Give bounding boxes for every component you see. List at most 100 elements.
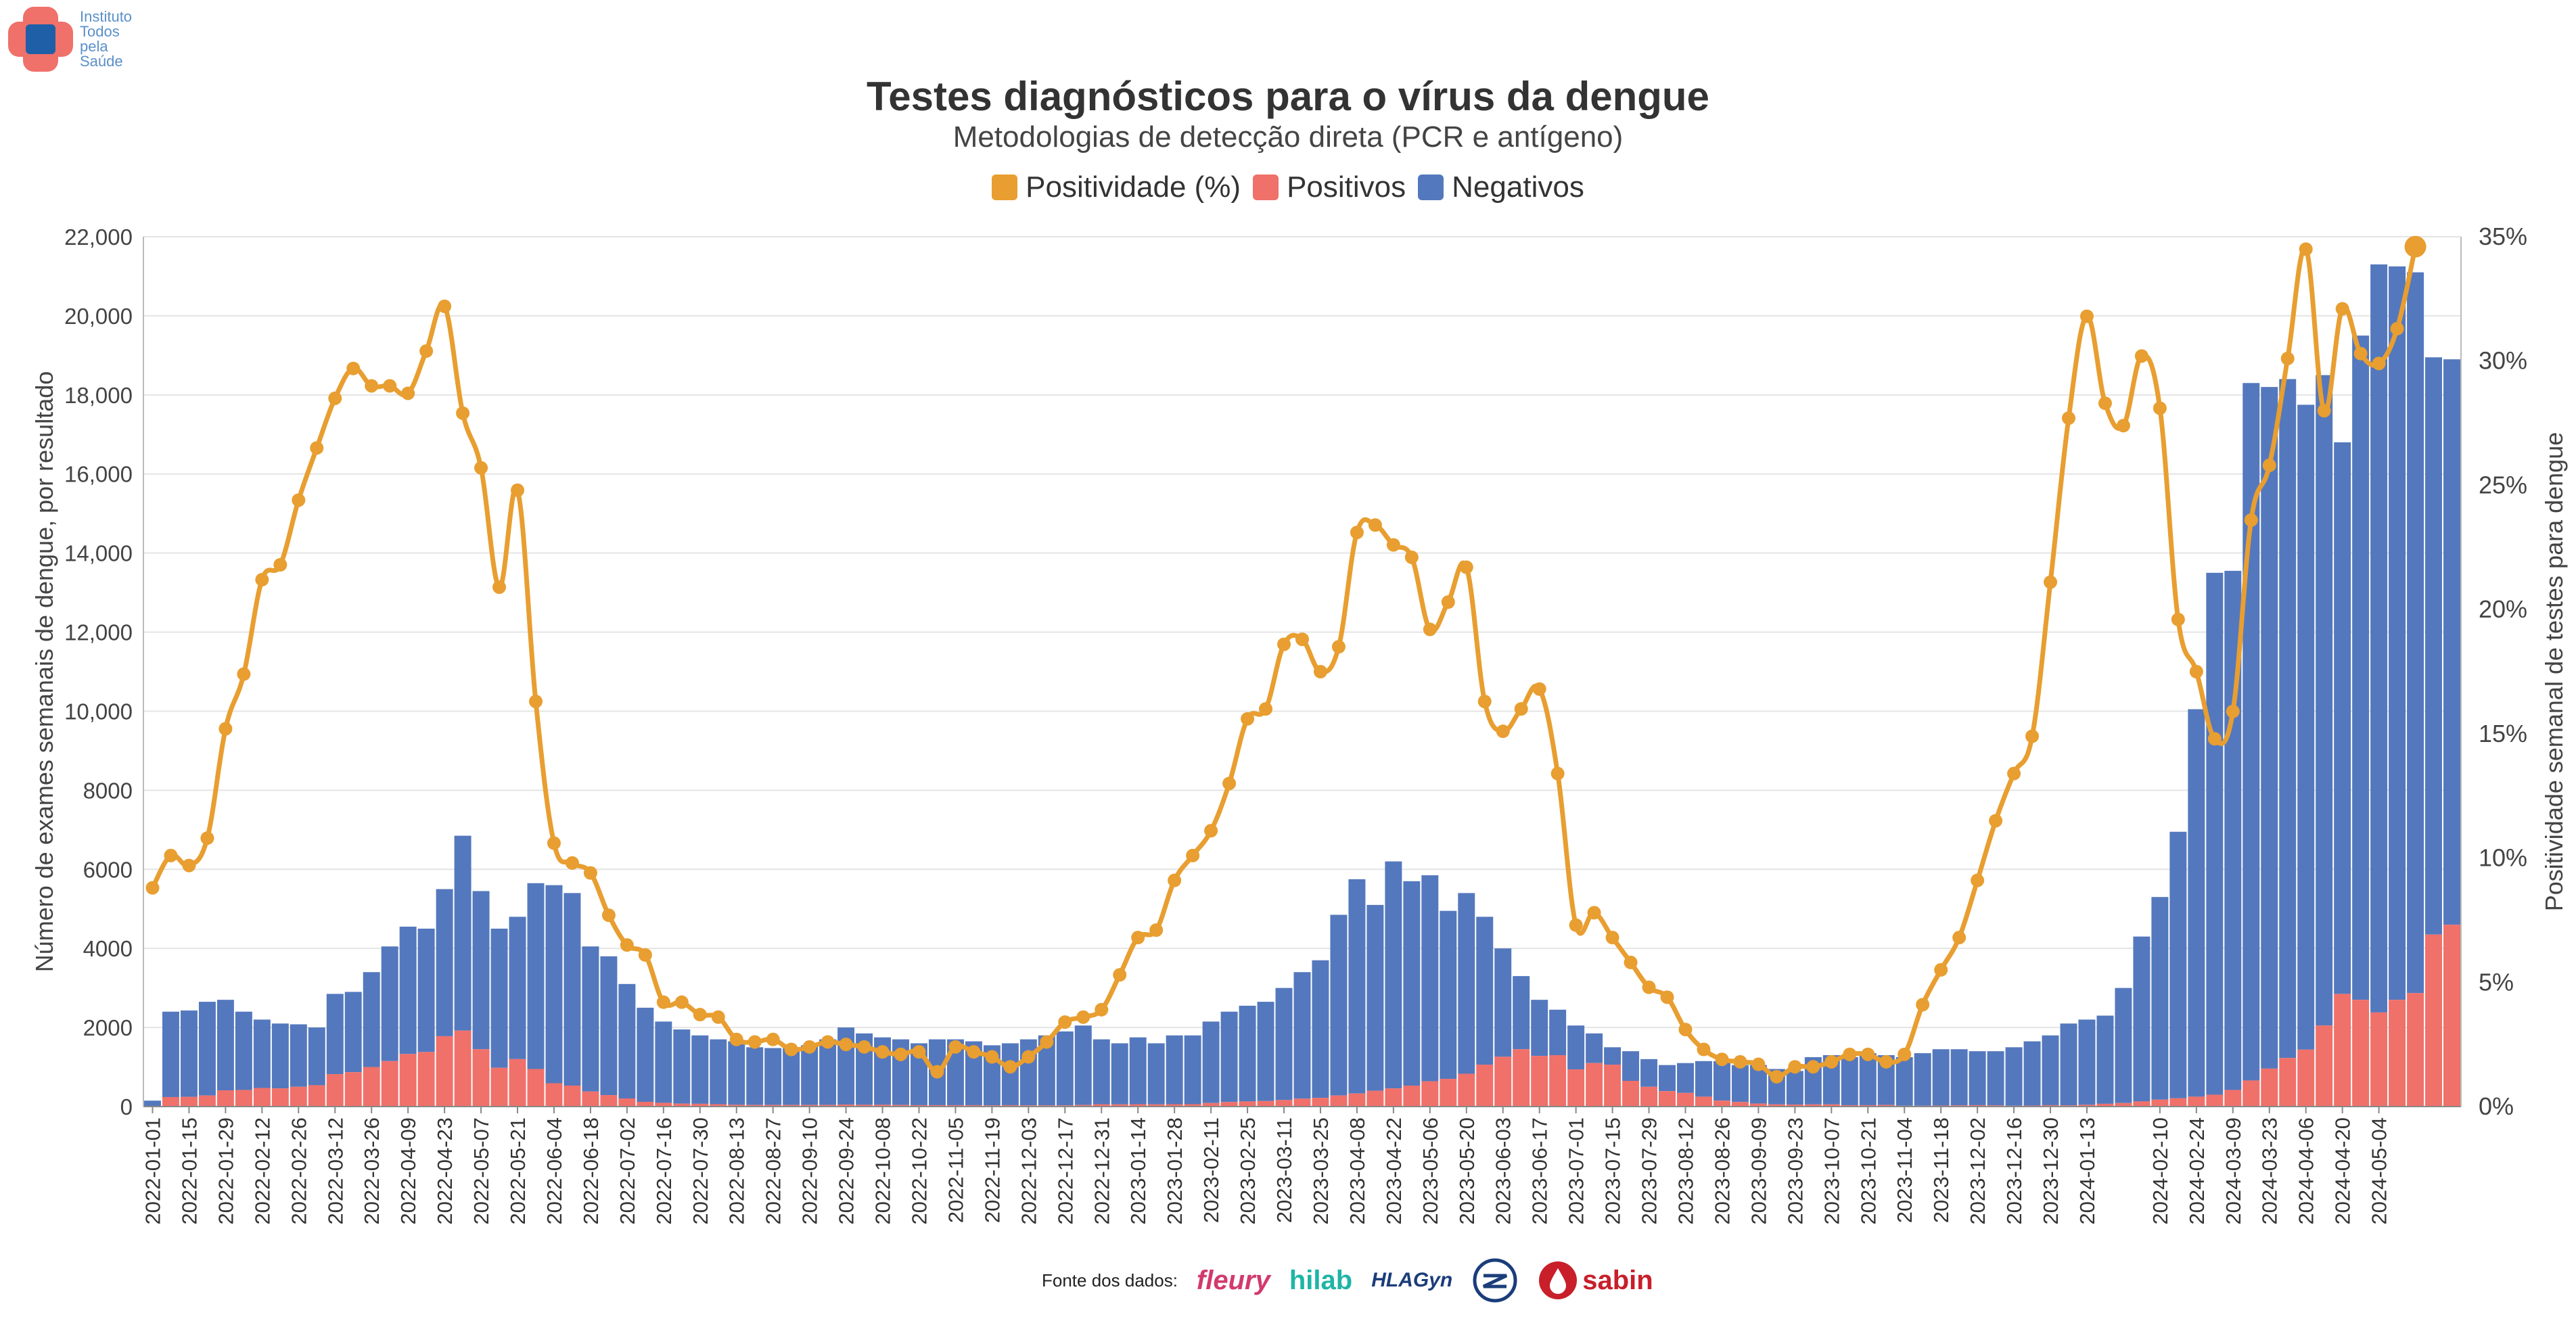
x-tick-label: 2023-07-01 (1565, 1117, 1588, 1225)
x-tick-label: 2023-02-25 (1236, 1117, 1260, 1225)
bar-negative (490, 928, 508, 1068)
bar-negative (2096, 1015, 2114, 1104)
x-tick-label: 2023-04-22 (1382, 1117, 1406, 1225)
bar-positive (2151, 1099, 2169, 1107)
bar-negative (1275, 988, 1293, 1100)
bar-negative (2352, 335, 2370, 1000)
y2-tick-label: 0% (2479, 1092, 2514, 1120)
bar-negative (637, 1007, 654, 1102)
bar-negative (436, 889, 453, 1036)
positivity-point (2007, 766, 2021, 781)
bar-negative (1987, 1051, 2004, 1106)
bar-positive (472, 1049, 490, 1107)
bar-negative (1111, 1043, 1128, 1105)
bar-negative (1731, 1065, 1749, 1102)
x-tick-label: 2022-07-16 (652, 1117, 676, 1225)
positivity-point (1350, 526, 1364, 540)
positivity-point (875, 1045, 890, 1059)
bar-positive (454, 1030, 472, 1107)
logo-cross-icon (8, 7, 73, 72)
bar-negative (290, 1024, 307, 1087)
bar-negative (2169, 831, 2187, 1098)
x-tick-label: 2022-02-12 (250, 1117, 274, 1225)
brand-hilab-logo: hilab (1289, 1265, 1353, 1295)
x-tick-label: 2022-04-09 (396, 1117, 420, 1225)
x-tick-label: 2023-05-20 (1455, 1117, 1479, 1225)
legend-swatch (992, 175, 1018, 200)
positivity-point (1898, 1047, 1912, 1061)
positivity-point (1040, 1035, 1054, 1049)
bar-positive (564, 1086, 581, 1107)
x-tick-label: 2023-12-02 (1966, 1117, 1990, 1225)
bar-positive (509, 1059, 526, 1107)
legend-item-positivity[interactable]: Positividade (%) (992, 170, 1241, 204)
y-axis-title: Número de exames semanais de dengue, por… (30, 371, 58, 973)
bar-negative (1749, 1065, 1767, 1104)
bar-negative (1403, 881, 1421, 1086)
logo-line: pela (80, 38, 108, 55)
bar-negative (363, 972, 380, 1067)
positivity-point (2098, 396, 2112, 411)
positivity-point (383, 379, 397, 393)
positivity-point (273, 558, 288, 572)
positivity-point (748, 1035, 762, 1049)
bar-positive (837, 1105, 855, 1107)
positivity-point (1770, 1069, 1784, 1084)
y-tick-label: 18,000 (64, 383, 133, 408)
x-tick-label: 2023-01-28 (1163, 1117, 1187, 1225)
positivity-point (182, 858, 196, 873)
bar-negative (1440, 910, 1457, 1080)
positivity-point (255, 573, 269, 587)
positivity-point (1003, 1060, 1017, 1074)
positivity-point (894, 1047, 908, 1061)
bar-negative (1458, 893, 1475, 1074)
bar-positive (2389, 1000, 2406, 1107)
legend-item-negatives[interactable]: Negativos (1418, 170, 1584, 204)
bar-negative (1640, 1059, 1658, 1087)
positivity-point (547, 836, 561, 850)
positivity-point (2207, 732, 2222, 746)
positivity-point (2116, 419, 2130, 433)
bar-positive (436, 1036, 453, 1107)
bar-positive (600, 1095, 618, 1107)
x-tick-label: 2022-06-18 (579, 1117, 603, 1225)
bar-negative (1092, 1039, 1110, 1105)
positivity-point (2317, 404, 2331, 418)
x-tick-label: 2024-04-06 (2295, 1117, 2318, 1225)
bar-negative (1348, 879, 1366, 1094)
bar-negative (655, 1021, 672, 1103)
positivity-point (1642, 980, 1656, 994)
legend-swatch (1418, 175, 1444, 200)
bar-positive (1677, 1092, 1694, 1107)
bar-negative (1549, 1009, 1567, 1056)
bar-positive (1804, 1104, 1822, 1107)
positivity-point (2025, 729, 2040, 743)
legend-item-positives[interactable]: Positivos (1253, 170, 1406, 204)
bar-negative (1239, 1005, 1256, 1102)
bar-negative (1950, 1049, 1968, 1106)
bar-positive (728, 1105, 745, 1107)
x-tick-label: 2022-01-15 (177, 1117, 201, 1225)
bar-positive (2425, 934, 2443, 1107)
positivity-point (693, 1008, 707, 1022)
bar-positive (1659, 1091, 1676, 1107)
bar-positive (819, 1105, 837, 1107)
bar-negative (1859, 1053, 1877, 1105)
bar-negative (564, 893, 581, 1086)
positivity-point (237, 667, 251, 681)
brand-hlagyn-logo: HLAGyn (1371, 1269, 1453, 1291)
bar-positive (911, 1105, 927, 1107)
bar-negative (344, 992, 362, 1073)
bar-positive (2279, 1058, 2297, 1107)
bar-positive (1640, 1086, 1658, 1107)
bar-negative (2297, 404, 2315, 1050)
bar-negative (728, 1041, 745, 1105)
bar-positive (1421, 1081, 1439, 1107)
positivity-point (1423, 622, 1437, 636)
positivity-point (2134, 349, 2148, 363)
bar-negative (582, 946, 599, 1092)
x-tick-label: 2023-08-12 (1674, 1117, 1698, 1225)
bar-positive (2078, 1105, 2096, 1107)
positivity-point (1569, 918, 1583, 932)
bar-positive (1275, 1100, 1293, 1107)
